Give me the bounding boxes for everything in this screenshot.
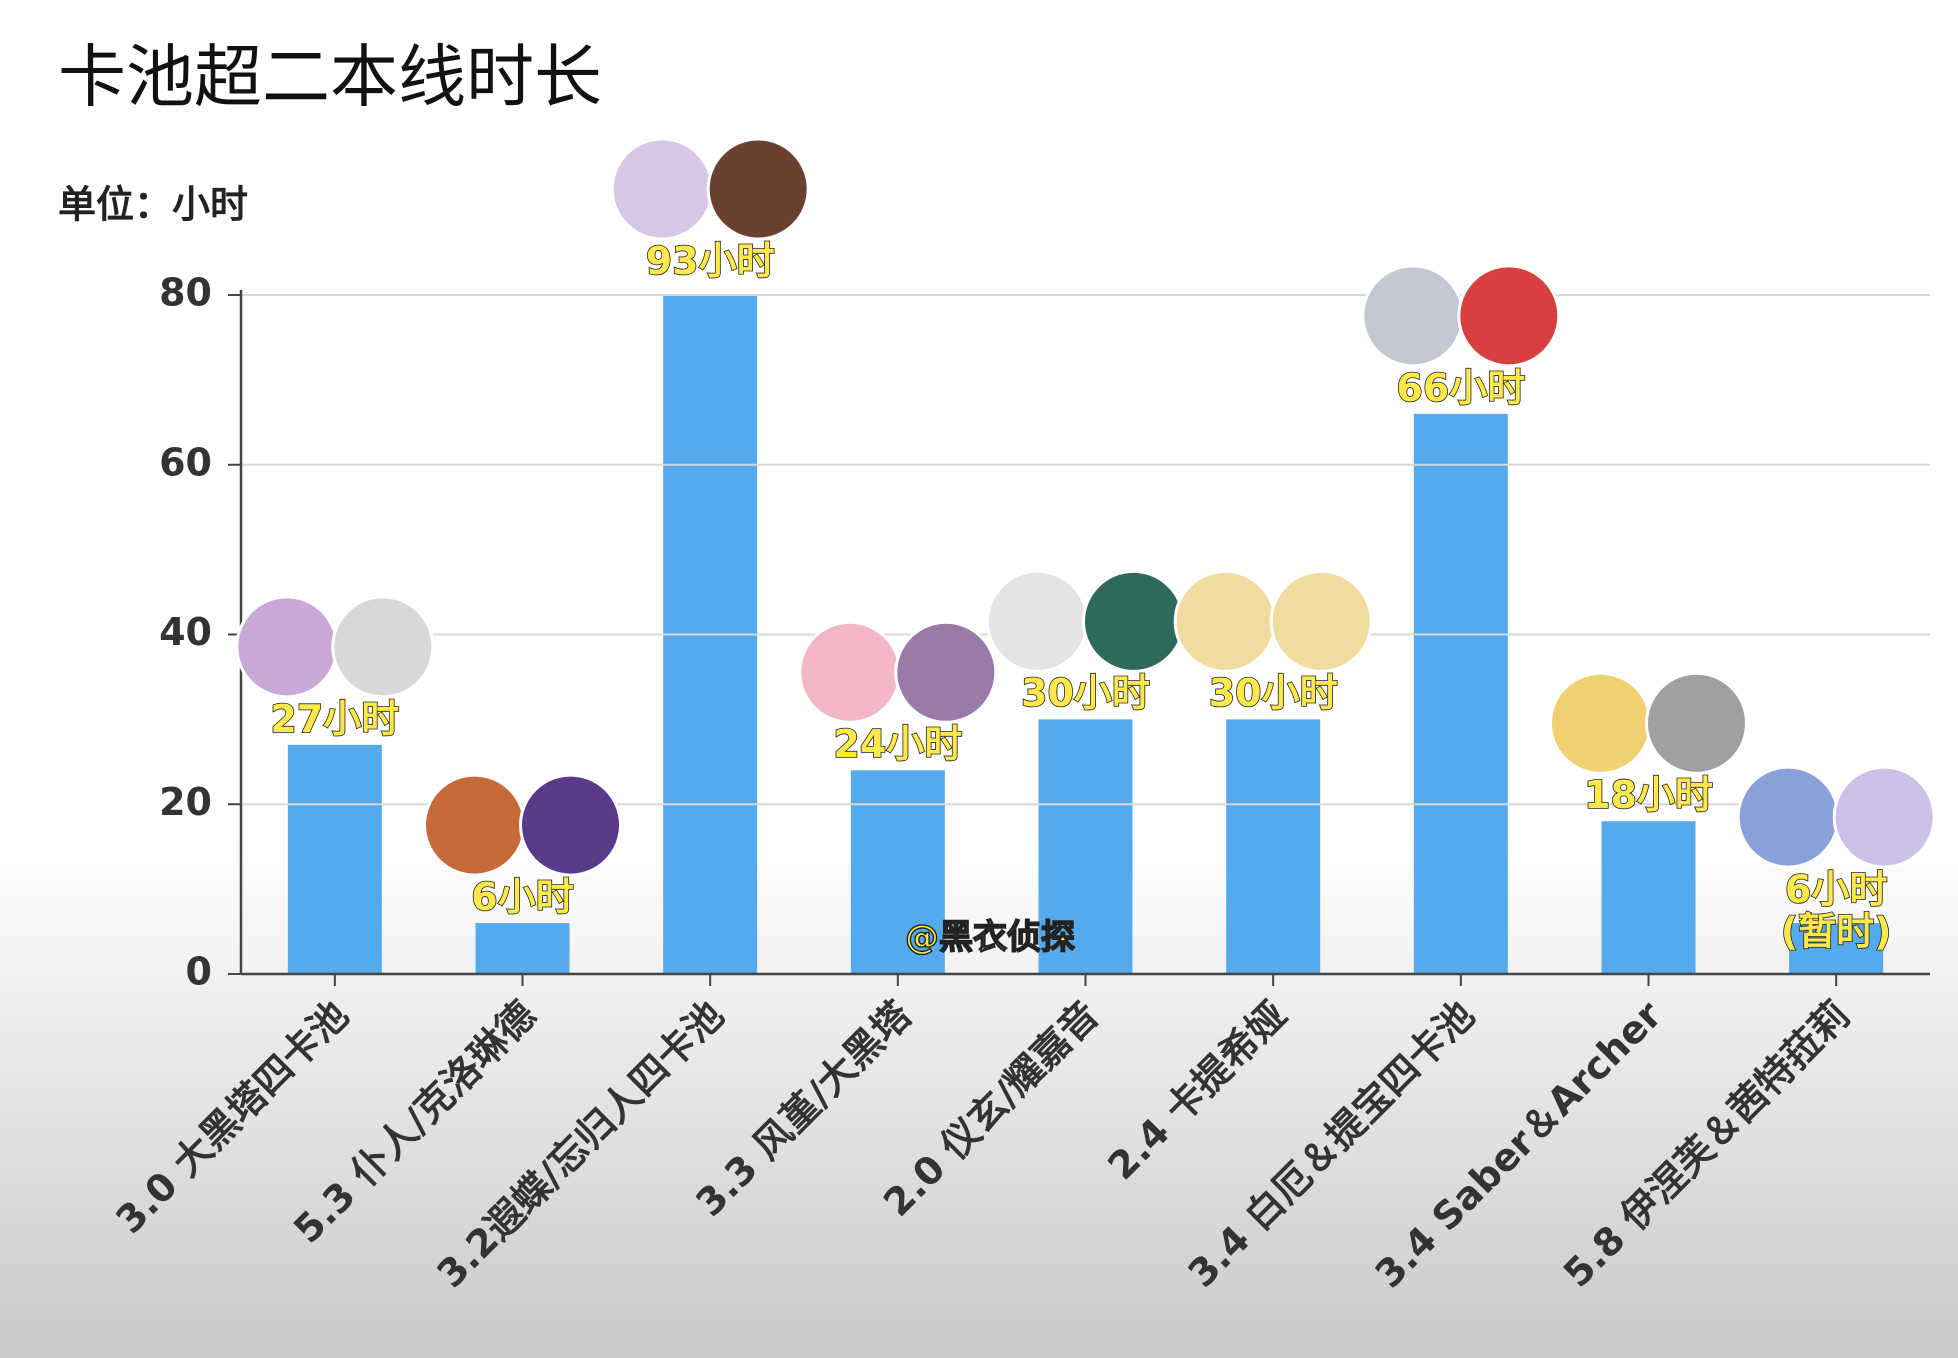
value-label: 27小时 (270, 697, 400, 742)
value-label: 66小时 (1396, 366, 1526, 411)
value-label: 30小时 (1208, 671, 1338, 716)
bar (1413, 413, 1508, 974)
avatar (235, 595, 339, 699)
bar (287, 744, 382, 974)
avatar (894, 620, 998, 724)
bars (287, 295, 1884, 975)
value-label: 6小时 (470, 875, 574, 920)
value-label: 93小时 (645, 239, 775, 284)
y-tick-label: 60 (159, 440, 212, 484)
avatar (1361, 264, 1465, 368)
bar (663, 295, 758, 975)
watermark: @黑衣侦探 (904, 917, 1075, 958)
y-tick-label: 20 (159, 780, 212, 824)
bar (475, 923, 570, 974)
y-tick-label: 0 (186, 950, 212, 994)
avatar (331, 595, 435, 699)
avatar (1457, 264, 1561, 368)
avatar (1173, 569, 1277, 673)
avatar (610, 137, 714, 241)
avatar (1082, 569, 1185, 673)
avatar (1736, 765, 1840, 869)
chart-subtitle: 单位：小时 (58, 183, 248, 227)
bar (1789, 923, 1884, 974)
avatar (1549, 671, 1652, 775)
avatar (1645, 671, 1748, 775)
avatar (1832, 765, 1936, 869)
bar (1038, 719, 1133, 974)
bar (1601, 821, 1696, 974)
value-label: 18小时 (1583, 773, 1713, 818)
avatar (519, 773, 622, 877)
value-label: 24小时 (833, 722, 963, 767)
chart-title: 卡池超二本线时长 (58, 39, 602, 118)
bar (1226, 719, 1321, 974)
y-tick-label: 40 (159, 610, 212, 654)
avatar (1269, 569, 1373, 673)
value-label: 6小时 (暂时) (1780, 867, 1892, 954)
x-tick-label: 2.4 卡提希娅 (1099, 993, 1295, 1189)
avatar (798, 620, 902, 724)
y-tick-label: 80 (159, 271, 212, 315)
avatar (706, 137, 810, 241)
avatar (423, 773, 526, 877)
value-label: 30小时 (1020, 671, 1150, 716)
avatar (986, 569, 1089, 673)
